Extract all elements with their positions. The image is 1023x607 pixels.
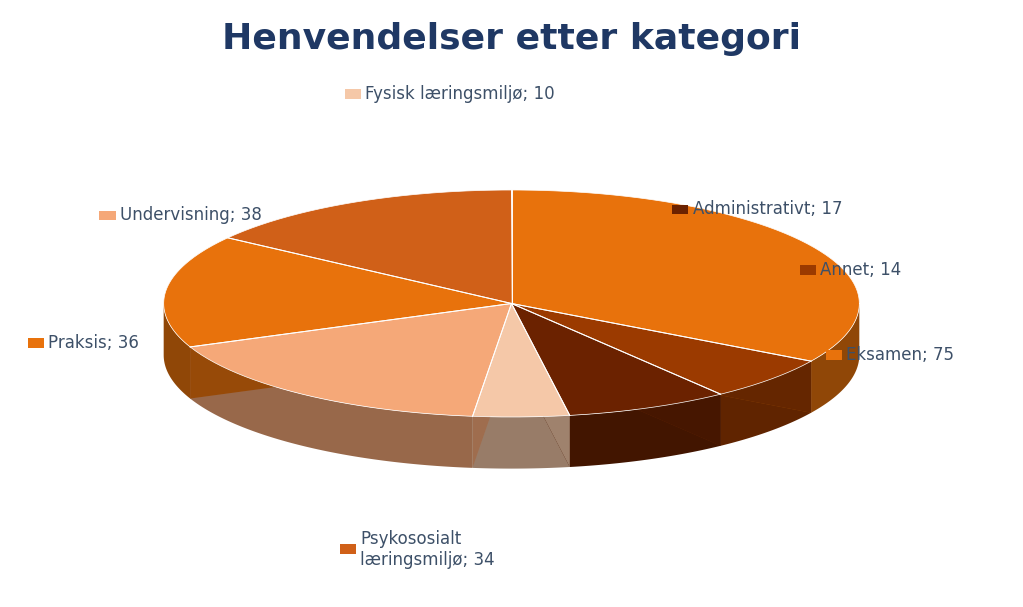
Polygon shape [473, 304, 570, 417]
Text: Psykososialt
læringsmiljø; 34: Psykososialt læringsmiljø; 34 [360, 530, 495, 569]
Polygon shape [512, 304, 720, 446]
Text: Undervisning; 38: Undervisning; 38 [120, 206, 262, 225]
Bar [99, 211, 116, 220]
Polygon shape [811, 304, 859, 413]
Text: Henvendelser etter kategori: Henvendelser etter kategori [222, 22, 801, 56]
Polygon shape [512, 304, 811, 413]
Text: Eksamen; 75: Eksamen; 75 [846, 346, 954, 364]
Polygon shape [190, 304, 512, 399]
Polygon shape [473, 304, 512, 468]
Polygon shape [512, 304, 811, 413]
Polygon shape [512, 304, 811, 394]
Bar [340, 544, 356, 554]
Polygon shape [512, 304, 570, 467]
Bar [826, 350, 842, 360]
Polygon shape [228, 190, 512, 304]
Bar [800, 265, 816, 275]
Polygon shape [473, 304, 512, 468]
Text: Praksis; 36: Praksis; 36 [48, 334, 139, 352]
Text: Fysisk læringsmiljø; 10: Fysisk læringsmiljø; 10 [365, 85, 554, 103]
Polygon shape [512, 304, 720, 415]
Polygon shape [512, 304, 570, 467]
Bar [345, 89, 361, 99]
Bar [28, 338, 44, 348]
Polygon shape [190, 347, 473, 468]
Polygon shape [473, 415, 570, 469]
Polygon shape [512, 190, 859, 361]
Polygon shape [512, 304, 720, 446]
Text: Annet; 14: Annet; 14 [820, 261, 901, 279]
Polygon shape [190, 304, 512, 399]
Polygon shape [164, 304, 190, 399]
Polygon shape [720, 361, 811, 446]
Polygon shape [570, 394, 720, 467]
Polygon shape [164, 238, 512, 347]
Text: Administrativt; 17: Administrativt; 17 [693, 200, 842, 219]
Bar [672, 205, 688, 214]
Polygon shape [190, 304, 512, 416]
